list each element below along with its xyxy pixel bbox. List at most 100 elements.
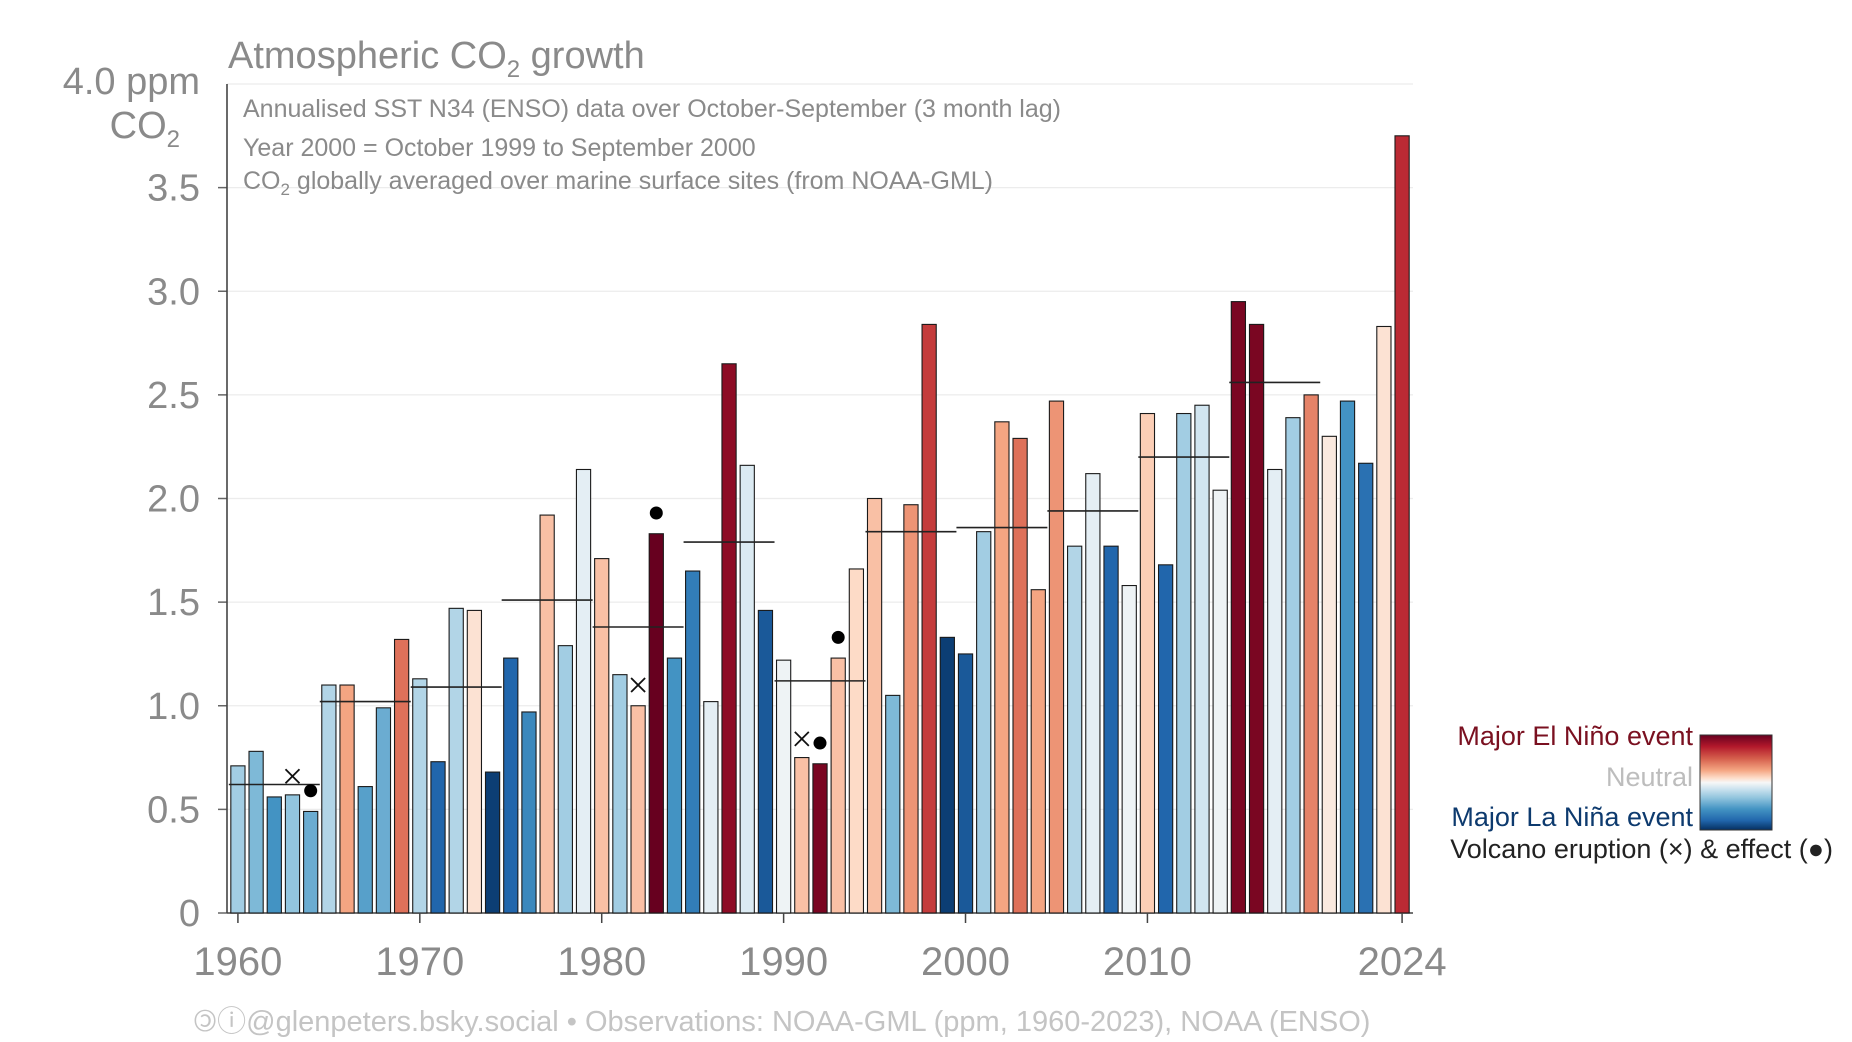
bar-1987 (721, 363, 737, 914)
y-tick-label: 1.5 (147, 582, 200, 624)
y-axis-unit: 4.0 ppm (63, 61, 200, 103)
bar-1992 (812, 763, 828, 914)
bar-1985 (685, 570, 701, 914)
volcano-eruption-1991 (794, 731, 810, 747)
x-tick-label: 1960 (193, 940, 282, 984)
bars (230, 135, 1410, 914)
bar-1964 (303, 810, 319, 914)
bar-1984 (666, 657, 683, 914)
bar-1990 (775, 659, 792, 914)
legend-neutral: Neutral (1606, 762, 1693, 792)
bar-1979 (575, 468, 592, 914)
legend-color-scale (1699, 734, 1773, 831)
volcano-effect-1992 (813, 736, 827, 750)
x-tick-label: 1990 (739, 940, 828, 984)
bar-1972 (448, 607, 464, 914)
legend-el-nino: Major El Niño event (1457, 721, 1693, 751)
volcano-eruption-1982 (630, 677, 646, 693)
bar-2007 (1085, 473, 1101, 914)
bar-1994 (848, 568, 865, 914)
bar-1968 (375, 707, 392, 914)
bar-1966 (339, 684, 355, 914)
x-tick-label: 2024 (1358, 940, 1447, 984)
bar-1969 (393, 638, 410, 914)
bar-1960 (230, 765, 246, 914)
y-tick-label: 3.5 (147, 168, 200, 210)
bar-1997 (903, 504, 919, 914)
volcano-markers (284, 506, 845, 798)
bar-2019 (1303, 394, 1319, 914)
bar-2005 (1048, 400, 1065, 914)
bar-1983 (648, 533, 664, 914)
bar-1962 (266, 796, 282, 914)
y-tick-label: 0 (179, 893, 200, 935)
footer-credit: 🄯ⓘ@glenpeters.bsky.social • Observations… (193, 1006, 1370, 1038)
legend-volcano: Volcano eruption (×) & effect (●) (1450, 834, 1833, 864)
volcano-eruption-1963 (284, 768, 301, 784)
bar-1967 (357, 786, 373, 914)
y-tick-label: 3.0 (147, 271, 200, 313)
eruption-cross-stroke (630, 677, 646, 693)
bar-2000 (957, 653, 974, 914)
bar-1974 (484, 771, 501, 914)
volcano-effect-1964 (304, 784, 318, 798)
chart-title: Atmospheric CO2 growth (228, 35, 645, 83)
x-tick-label: 1980 (557, 940, 646, 984)
bar-2001 (976, 531, 992, 914)
bar-2022 (1358, 462, 1374, 914)
y-tick-label: 2.0 (147, 479, 200, 521)
x-tick-label: 2000 (921, 940, 1010, 984)
bar-1999 (939, 636, 955, 914)
bar-1980 (594, 558, 610, 914)
bar-1982 (630, 705, 646, 914)
bar-1973 (466, 609, 483, 914)
bar-2013 (1194, 404, 1210, 914)
bar-2003 (1012, 437, 1028, 914)
bar-1995 (866, 497, 883, 914)
bar-1988 (739, 464, 755, 914)
bar-1978 (557, 645, 573, 914)
legend-la-nina: Major La Niña event (1451, 802, 1693, 832)
y-axis-ticks: 0 0.5 1.0 1.5 2.0 2.5 3.0 3.5 (147, 168, 227, 935)
bar-2017 (1267, 468, 1283, 914)
y-tick-label: 0.5 (147, 789, 200, 831)
bar-1977 (539, 514, 555, 914)
bar-2023 (1376, 325, 1392, 914)
bar-2002 (994, 421, 1010, 914)
bar-2011 (1157, 564, 1174, 914)
bar-2008 (1103, 545, 1119, 914)
bar-1971 (430, 761, 446, 914)
note-enso-data: Annualised SST N34 (ENSO) data over Octo… (243, 95, 1061, 123)
x-tick-label: 2010 (1103, 940, 1192, 984)
bar-2006 (1067, 545, 1083, 914)
bar-2020 (1321, 435, 1337, 914)
bar-2016 (1248, 323, 1265, 914)
bar-2014 (1212, 489, 1228, 914)
bar-2012 (1176, 412, 1192, 914)
bar-2004 (1030, 589, 1046, 914)
volcano-effect-1983 (649, 506, 663, 520)
y-tick-label: 2.5 (147, 375, 200, 417)
volcano-effect-1993 (831, 630, 845, 644)
bar-2010 (1139, 412, 1156, 914)
bar-2021 (1339, 400, 1356, 914)
bar-1981 (612, 674, 628, 914)
note-year-definition: Year 2000 = October 1999 to September 20… (243, 134, 756, 162)
bar-1965 (321, 684, 337, 914)
bar-1998 (921, 323, 937, 914)
x-axis-ticks: 1960 1970 1980 1990 2000 2010 2024 (193, 913, 1447, 984)
eruption-cross-stroke (794, 731, 810, 747)
bar-1975 (503, 657, 519, 914)
note-co2-source: CO2 globally averaged over marine surfac… (243, 167, 993, 199)
y-tick-label: 1.0 (147, 686, 200, 728)
bar-1996 (885, 694, 901, 914)
bar-1961 (248, 750, 264, 914)
bar-1963 (284, 794, 301, 914)
period-mean-lines (228, 381, 1321, 786)
y-axis-label: CO2 (110, 105, 180, 153)
bar-1991 (794, 757, 810, 914)
legend: Major El Niño event Neutral Major La Niñ… (1450, 721, 1833, 864)
bar-2018 (1285, 417, 1301, 914)
eruption-cross-stroke (284, 768, 301, 784)
